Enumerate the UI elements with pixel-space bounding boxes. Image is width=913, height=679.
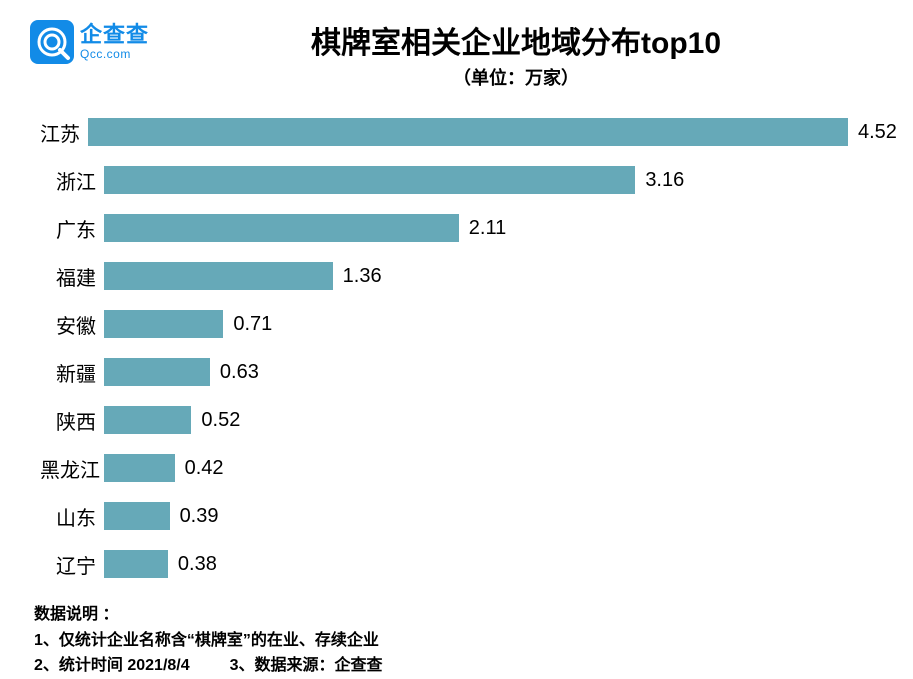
bar <box>104 358 210 386</box>
bar-row: 黑龙江 0.42 <box>40 444 883 492</box>
value-label: 0.38 <box>178 553 217 576</box>
notes-line2: 2、统计时间 2021/8/4 3、数据来源：企查查 <box>34 653 883 679</box>
bar-wrap: 0.63 <box>104 358 883 386</box>
value-label: 1.36 <box>343 265 382 288</box>
notes-line1: 1、仅统计企业名称含“棋牌室”的在业、存续企业 <box>34 628 883 654</box>
logo-icon <box>30 20 74 64</box>
category-label: 江苏 <box>40 118 88 147</box>
value-label: 0.39 <box>180 505 219 528</box>
bar-row: 辽宁 0.38 <box>40 540 883 588</box>
bar-row: 安徽 0.71 <box>40 300 883 348</box>
bar-wrap: 3.16 <box>104 166 883 194</box>
bar <box>104 406 191 434</box>
bar <box>104 262 333 290</box>
bar <box>104 454 175 482</box>
category-label: 福建 <box>40 262 104 291</box>
bar-row: 广东 2.11 <box>40 204 883 252</box>
category-label: 安徽 <box>40 310 104 339</box>
category-label: 浙江 <box>40 166 104 195</box>
category-label: 广东 <box>40 214 104 243</box>
chart-title: 棋牌室相关企业地域分布top10 <box>149 18 883 62</box>
bar-row: 陕西 0.52 <box>40 396 883 444</box>
bar-wrap: 0.38 <box>104 550 883 578</box>
bar <box>104 502 170 530</box>
value-label: 4.52 <box>858 121 897 144</box>
bar <box>88 118 848 146</box>
title-block: 棋牌室相关企业地域分布top10 （单位：万家） <box>149 18 883 90</box>
bar <box>104 550 168 578</box>
logo-text: 企查查 Qcc.com <box>80 23 149 60</box>
category-label: 新疆 <box>40 358 104 387</box>
header: 企查查 Qcc.com 棋牌室相关企业地域分布top10 （单位：万家） <box>30 18 883 90</box>
bar-wrap: 0.52 <box>104 406 883 434</box>
bar-wrap: 0.42 <box>104 454 883 482</box>
bar-wrap: 4.52 <box>88 118 897 146</box>
logo-en: Qcc.com <box>80 48 149 61</box>
category-label: 山东 <box>40 502 104 531</box>
category-label: 辽宁 <box>40 550 104 579</box>
notes-line2b: 3、数据来源：企查查 <box>230 653 383 679</box>
bar-wrap: 0.39 <box>104 502 883 530</box>
bar-chart: 江苏4.52 浙江 3.16 广东 2.11 福建 1.36 安徽 0.71 新疆 0.63 陕西 0.… <box>40 108 883 588</box>
value-label: 0.42 <box>185 457 224 480</box>
value-label: 0.52 <box>201 409 240 432</box>
bar-row: 山东 0.39 <box>40 492 883 540</box>
bar <box>104 166 635 194</box>
value-label: 0.71 <box>233 313 272 336</box>
bar-row: 浙江 3.16 <box>40 156 883 204</box>
bar-wrap: 2.11 <box>104 214 883 242</box>
bar-row: 福建 1.36 <box>40 252 883 300</box>
notes: 数据说明 ： 1、仅统计企业名称含“棋牌室”的在业、存续企业 2、统计时间 20… <box>34 602 883 679</box>
notes-line2a: 2、统计时间 2021/8/4 <box>34 653 190 679</box>
bar-wrap: 1.36 <box>104 262 883 290</box>
chart-subtitle: （单位：万家） <box>149 64 883 90</box>
category-label: 陕西 <box>40 406 104 435</box>
value-label: 0.63 <box>220 361 259 384</box>
value-label: 3.16 <box>645 169 684 192</box>
logo-cn: 企查查 <box>80 23 149 47</box>
bar-row: 江苏4.52 <box>40 108 883 156</box>
bar <box>104 310 223 338</box>
bar-row: 新疆 0.63 <box>40 348 883 396</box>
category-label: 黑龙江 <box>40 454 104 483</box>
logo: 企查查 Qcc.com <box>30 20 149 64</box>
notes-heading: 数据说明 ： <box>34 602 883 628</box>
value-label: 2.11 <box>469 217 506 240</box>
bar <box>104 214 459 242</box>
bar-wrap: 0.71 <box>104 310 883 338</box>
